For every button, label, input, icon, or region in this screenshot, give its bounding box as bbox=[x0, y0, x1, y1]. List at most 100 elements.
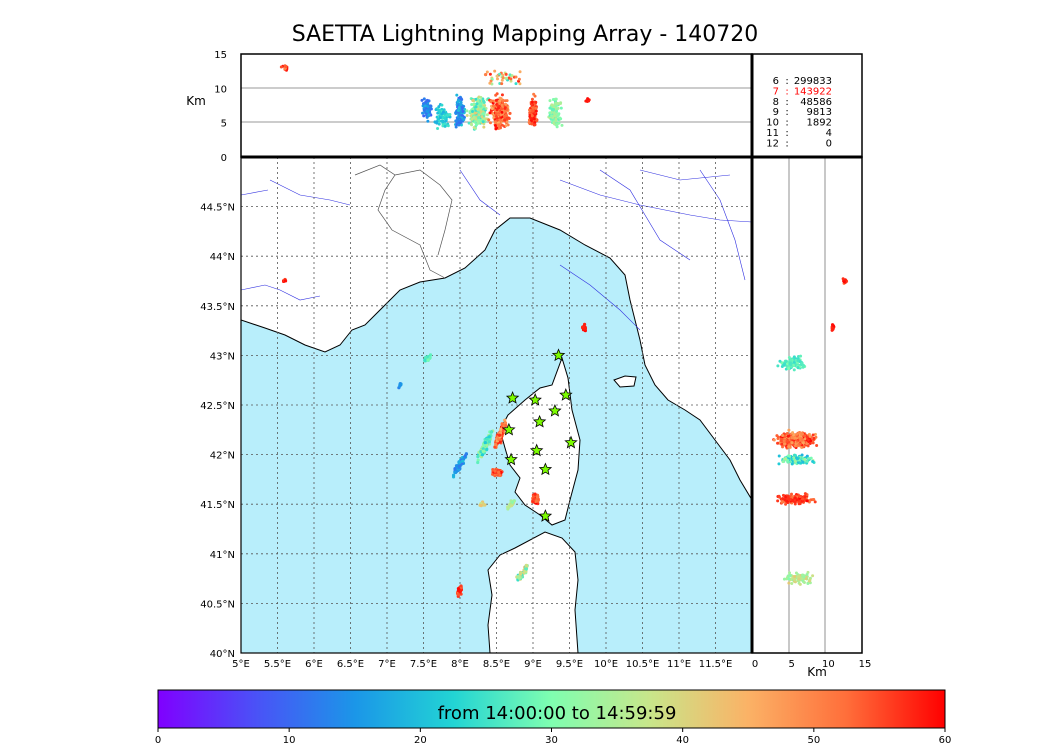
lightning-source bbox=[801, 460, 805, 464]
lightning-source bbox=[488, 111, 492, 115]
lightning-source bbox=[503, 106, 507, 110]
lightning-source bbox=[496, 120, 500, 124]
lightning-source bbox=[422, 108, 426, 112]
lightning-source bbox=[456, 98, 460, 102]
lon-tick-label: 8°E bbox=[451, 659, 469, 670]
count-level: 8 bbox=[773, 97, 779, 108]
lightning-source bbox=[808, 434, 812, 438]
lightning-source bbox=[787, 445, 791, 449]
lightning-source bbox=[805, 454, 809, 458]
lightning-source bbox=[790, 462, 794, 466]
lightning-source bbox=[458, 460, 462, 464]
lightning-source bbox=[459, 123, 463, 127]
lightning-source bbox=[476, 460, 480, 465]
lma-station-marker bbox=[529, 443, 544, 457]
lightning-source bbox=[790, 436, 794, 440]
lightning-source bbox=[530, 97, 534, 101]
lon-tick-label: 11°E bbox=[667, 659, 691, 670]
lightning-source bbox=[494, 114, 498, 118]
lightning-source bbox=[443, 116, 447, 120]
lightning-source bbox=[812, 498, 816, 502]
lightning-source bbox=[464, 452, 468, 456]
lightning-source bbox=[805, 459, 809, 463]
lightning-source bbox=[780, 442, 784, 446]
lightning-source bbox=[465, 113, 469, 117]
lightning-source bbox=[787, 577, 791, 581]
lightning-source bbox=[499, 107, 503, 111]
plan-view-map: 5°E 5.5°E 6°E 6.5°E 7°E 7.5°E 8°E 8.5°E 9°E 9.5°E… bbox=[200, 156, 753, 670]
lightning-source bbox=[787, 366, 791, 370]
lma-station-marker bbox=[564, 435, 578, 449]
lightning-source bbox=[811, 441, 815, 445]
lat-tick-label: 42.5°N bbox=[200, 401, 235, 412]
lightning-source bbox=[793, 453, 797, 457]
lon-tick-label: 11.5°E bbox=[699, 659, 733, 670]
lightning-source bbox=[778, 359, 782, 363]
lightning-source bbox=[781, 445, 785, 449]
lightning-source bbox=[485, 437, 489, 441]
lightning-source bbox=[500, 123, 504, 127]
lightning-source bbox=[509, 79, 513, 83]
count-sep: : bbox=[785, 128, 788, 139]
count-sep: : bbox=[785, 107, 788, 118]
lightning-source bbox=[494, 127, 498, 131]
lightning-source bbox=[451, 473, 456, 477]
lightning-source bbox=[444, 119, 448, 123]
lightning-source bbox=[498, 440, 502, 444]
lightning-source bbox=[499, 113, 503, 117]
lightning-source bbox=[530, 100, 534, 104]
lightning-source bbox=[497, 106, 501, 110]
lightning-source bbox=[793, 459, 797, 463]
lightning-source bbox=[498, 473, 502, 478]
lma-station-marker bbox=[559, 388, 573, 401]
lightning-source bbox=[505, 76, 509, 80]
lightning-source bbox=[518, 82, 522, 86]
lightning-source bbox=[489, 430, 493, 434]
lightning-source bbox=[462, 118, 466, 122]
lightning-source bbox=[560, 123, 564, 127]
lightning-source bbox=[427, 113, 431, 117]
lightning-source bbox=[470, 109, 474, 113]
lightning-source bbox=[500, 93, 504, 97]
lightning-source bbox=[785, 439, 789, 443]
lightning-source bbox=[424, 355, 428, 359]
lightning-source bbox=[426, 110, 430, 114]
lon-tick-label: 9°E bbox=[524, 659, 542, 670]
lightning-source bbox=[555, 125, 559, 129]
count-sep: : bbox=[785, 76, 788, 87]
lon-tick-label: 6.5°E bbox=[337, 659, 364, 670]
lightning-source bbox=[782, 577, 786, 581]
lightning-source bbox=[811, 433, 815, 437]
lightning-source bbox=[436, 126, 440, 130]
lightning-source bbox=[787, 428, 791, 432]
lightning-source bbox=[781, 493, 785, 497]
side-panel-xticks: 0 5 10 15 bbox=[752, 659, 872, 670]
lightning-source bbox=[456, 586, 461, 591]
lightning-source bbox=[509, 77, 513, 81]
altitude-lat-panel: 0 5 10 15 Km bbox=[751, 156, 872, 679]
lightning-source bbox=[554, 117, 558, 121]
lightning-source bbox=[531, 106, 535, 110]
count-sep: : bbox=[785, 97, 788, 108]
lightning-source bbox=[801, 497, 805, 501]
count-level: 11 bbox=[766, 128, 779, 139]
lightning-source bbox=[805, 435, 809, 439]
lightning-source bbox=[776, 499, 780, 503]
lightning-source bbox=[789, 358, 793, 362]
top-ytick-label: 0 bbox=[221, 153, 227, 164]
lightning-source bbox=[458, 119, 462, 123]
lightning-source bbox=[555, 109, 559, 113]
lightning-source bbox=[559, 101, 563, 105]
lightning-source bbox=[798, 582, 802, 586]
lightning-source bbox=[481, 449, 485, 453]
border-line bbox=[354, 164, 453, 279]
lightning-source bbox=[812, 436, 816, 440]
colorbar-tick-label: 60 bbox=[939, 735, 952, 746]
lightning-source bbox=[798, 495, 802, 499]
lightning-source bbox=[484, 117, 488, 121]
colorbar-tick-label: 20 bbox=[414, 735, 427, 746]
lightning-source bbox=[456, 117, 460, 121]
lightning-source bbox=[479, 110, 483, 114]
lightning-source bbox=[448, 112, 452, 116]
lightning-source bbox=[586, 97, 590, 101]
